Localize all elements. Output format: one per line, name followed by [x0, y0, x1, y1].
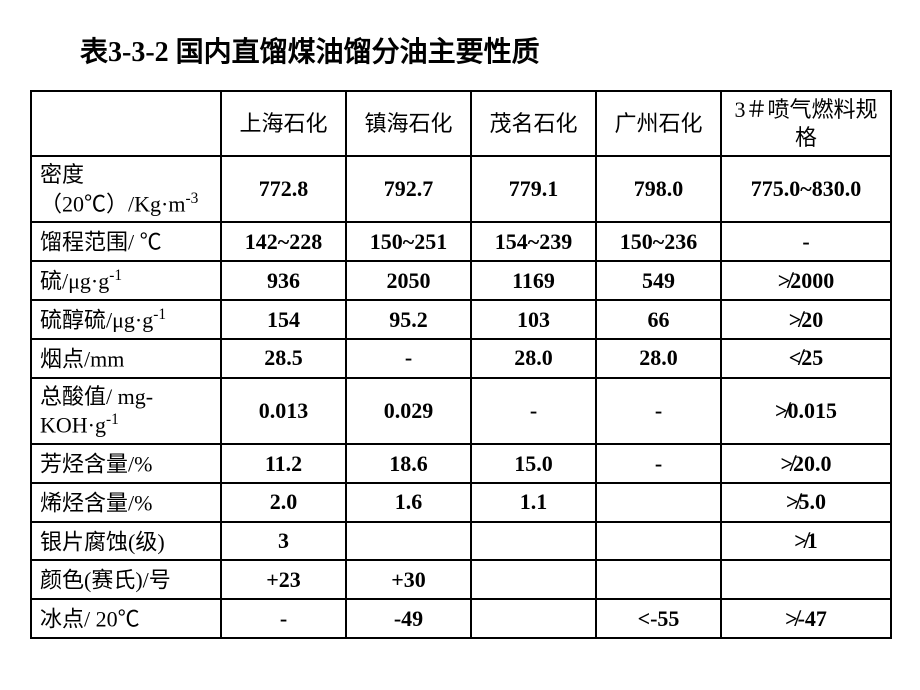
val-clr-shanghai: +23 [221, 560, 346, 599]
val-merc-shanghai: 154 [221, 300, 346, 339]
val-sp-spec: ≮25 [721, 339, 891, 378]
col-header-guangzhou: 广州石化 [596, 91, 721, 156]
val-fp-spec: ≯-47 [721, 599, 891, 638]
prop-density: 密度（20℃）/Kg·m-3 [31, 156, 221, 222]
val-density-shanghai: 772.8 [221, 156, 346, 222]
val-sp-maoming: 28.0 [471, 339, 596, 378]
val-merc-maoming: 103 [471, 300, 596, 339]
val-ol-maoming: 1.1 [471, 483, 596, 522]
table-row: 烟点/mm 28.5 - 28.0 28.0 ≮25 [31, 339, 891, 378]
val-sp-guangzhou: 28.0 [596, 339, 721, 378]
val-merc-guangzhou: 66 [596, 300, 721, 339]
prop-aromatics: 芳烃含量/% [31, 444, 221, 483]
table-row: 烯烃含量/% 2.0 1.6 1.1 ≯5.0 [31, 483, 891, 522]
table-row: 硫醇硫/μg·g-1 154 95.2 103 66 ≯20 [31, 300, 891, 339]
val-br-shanghai: 142~228 [221, 222, 346, 261]
prop-boilingrange: 馏程范围/ ℃ [31, 222, 221, 261]
table-body: 密度（20℃）/Kg·m-3 772.8 792.7 779.1 798.0 7… [31, 156, 891, 638]
prop-silvercorrosion: 银片腐蚀(级) [31, 522, 221, 561]
val-sp-zhenhai: - [346, 339, 471, 378]
val-clr-zhenhai: +30 [346, 560, 471, 599]
table-header-row: 上海石化 镇海石化 茂名石化 广州石化 3＃喷气燃料规格 [31, 91, 891, 156]
prop-olefins: 烯烃含量/% [31, 483, 221, 522]
val-ar-guangzhou: - [596, 444, 721, 483]
val-an-spec: ≯0.015 [721, 378, 891, 444]
val-ar-maoming: 15.0 [471, 444, 596, 483]
val-s-shanghai: 936 [221, 261, 346, 300]
val-density-spec: 775.0~830.0 [721, 156, 891, 222]
val-an-guangzhou: - [596, 378, 721, 444]
val-an-shanghai: 0.013 [221, 378, 346, 444]
table-row: 颜色(赛氏)/号 +23 +30 [31, 560, 891, 599]
table-row: 冰点/ 20℃ - -49 <-55 ≯-47 [31, 599, 891, 638]
val-fp-guangzhou: <-55 [596, 599, 721, 638]
page: 表3-3-2 国内直馏煤油馏分油主要性质 上海石化 镇海石化 茂名石化 广州石化… [0, 0, 920, 659]
table-row: 芳烃含量/% 11.2 18.6 15.0 - ≯20.0 [31, 444, 891, 483]
prop-sulfur: 硫/μg·g-1 [31, 261, 221, 300]
val-fp-shanghai: - [221, 599, 346, 638]
table-row: 银片腐蚀(级) 3 ≯1 [31, 522, 891, 561]
val-ol-zhenhai: 1.6 [346, 483, 471, 522]
properties-table: 上海石化 镇海石化 茂名石化 广州石化 3＃喷气燃料规格 密度（20℃）/Kg·… [30, 90, 892, 639]
val-br-spec: - [721, 222, 891, 261]
val-an-maoming: - [471, 378, 596, 444]
prop-acidnumber: 总酸值/ mg-KOH·g-1 [31, 378, 221, 444]
val-clr-maoming [471, 560, 596, 599]
val-density-zhenhai: 792.7 [346, 156, 471, 222]
col-header-property [31, 91, 221, 156]
prop-smokepoint: 烟点/mm [31, 339, 221, 378]
prop-freezingpoint: 冰点/ 20℃ [31, 599, 221, 638]
val-br-guangzhou: 150~236 [596, 222, 721, 261]
val-density-maoming: 779.1 [471, 156, 596, 222]
val-sc-maoming [471, 522, 596, 561]
val-ar-spec: ≯20.0 [721, 444, 891, 483]
val-sc-guangzhou [596, 522, 721, 561]
val-s-zhenhai: 2050 [346, 261, 471, 300]
col-header-maoming: 茂名石化 [471, 91, 596, 156]
val-sc-zhenhai [346, 522, 471, 561]
val-density-guangzhou: 798.0 [596, 156, 721, 222]
val-ar-zhenhai: 18.6 [346, 444, 471, 483]
val-ol-guangzhou [596, 483, 721, 522]
val-ar-shanghai: 11.2 [221, 444, 346, 483]
col-header-spec: 3＃喷气燃料规格 [721, 91, 891, 156]
val-sc-spec: ≯1 [721, 522, 891, 561]
col-header-zhenhai: 镇海石化 [346, 91, 471, 156]
table-row: 密度（20℃）/Kg·m-3 772.8 792.7 779.1 798.0 7… [31, 156, 891, 222]
val-br-zhenhai: 150~251 [346, 222, 471, 261]
val-s-maoming: 1169 [471, 261, 596, 300]
prop-color: 颜色(赛氏)/号 [31, 560, 221, 599]
val-ol-spec: ≯5.0 [721, 483, 891, 522]
table-row: 总酸值/ mg-KOH·g-1 0.013 0.029 - - ≯0.015 [31, 378, 891, 444]
col-header-shanghai: 上海石化 [221, 91, 346, 156]
val-sp-shanghai: 28.5 [221, 339, 346, 378]
val-s-guangzhou: 549 [596, 261, 721, 300]
val-clr-spec [721, 560, 891, 599]
table-row: 馏程范围/ ℃ 142~228 150~251 154~239 150~236 … [31, 222, 891, 261]
table-row: 硫/μg·g-1 936 2050 1169 549 ≯2000 [31, 261, 891, 300]
val-clr-guangzhou [596, 560, 721, 599]
val-ol-shanghai: 2.0 [221, 483, 346, 522]
table-title: 表3-3-2 国内直馏煤油馏分油主要性质 [80, 30, 890, 70]
val-sc-shanghai: 3 [221, 522, 346, 561]
val-an-zhenhai: 0.029 [346, 378, 471, 444]
prop-mercaptan: 硫醇硫/μg·g-1 [31, 300, 221, 339]
val-s-spec: ≯2000 [721, 261, 891, 300]
val-merc-zhenhai: 95.2 [346, 300, 471, 339]
val-merc-spec: ≯20 [721, 300, 891, 339]
val-fp-maoming [471, 599, 596, 638]
val-br-maoming: 154~239 [471, 222, 596, 261]
val-fp-zhenhai: -49 [346, 599, 471, 638]
